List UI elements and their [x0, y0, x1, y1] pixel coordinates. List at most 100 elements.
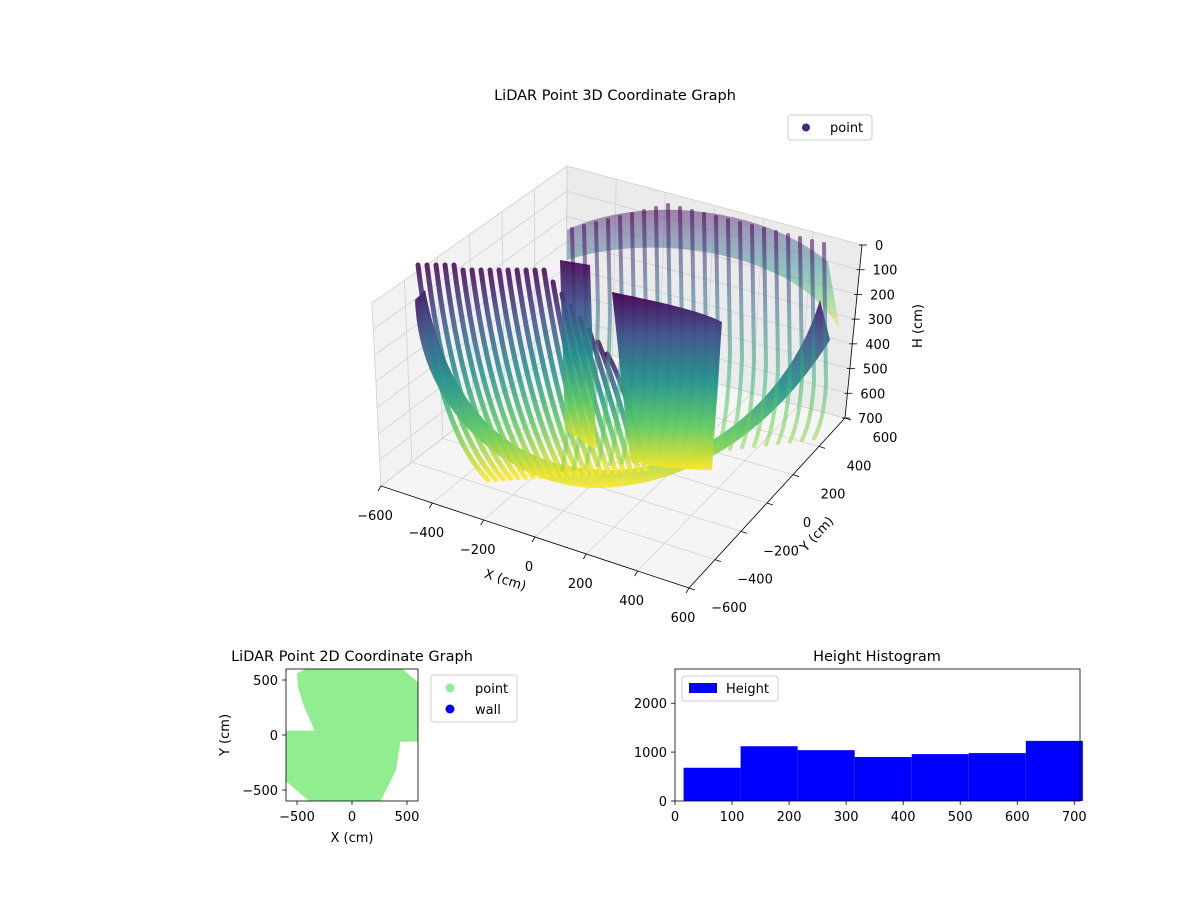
- chart-3d-gridline: [404, 280, 413, 463]
- histogram-bar: [911, 754, 969, 801]
- chart-2d-y-tick-label: 500: [253, 674, 278, 689]
- histogram-bar: [740, 746, 798, 801]
- histogram-x-tick-label: 100: [720, 810, 745, 825]
- histogram-x-tick-label: 600: [1005, 810, 1030, 825]
- chart-3d-gridline: [374, 216, 567, 356]
- chart-3d-legend-marker: [802, 123, 810, 132]
- chart-3d-x-tick-label: −200: [460, 543, 496, 558]
- chart-3d-front-panel: [612, 292, 722, 470]
- chart-3d-x-tick-label: 200: [568, 577, 593, 592]
- chart-2d-ticks: −500 0 500 −500 0 500: [242, 674, 419, 825]
- chart-3d-gridline: [371, 302, 382, 487]
- chart-3d-y-tick-label: 0: [803, 516, 811, 531]
- chart-2d-y-tick-label: −500: [242, 784, 278, 799]
- chart-3d-legend-box: [787, 114, 873, 141]
- chart-3d-z-tick-label: 0: [875, 239, 883, 254]
- chart-3d-x-tick-label: −400: [408, 526, 444, 541]
- chart-2d-legend-point-label: point: [475, 682, 508, 697]
- chart-3d-scan-line: [812, 242, 829, 441]
- chart-3d-scan-line: [469, 267, 536, 480]
- histogram-legend-box: [681, 675, 779, 702]
- chart-3d-gridline: [612, 179, 617, 356]
- chart-3d-gridline: [371, 165, 568, 304]
- chart-3d-gridline: [373, 190, 568, 330]
- chart-3d-scan-line: [584, 221, 601, 469]
- chart-3d-x-tick-label: 400: [619, 594, 644, 609]
- chart-2d-title: LiDAR Point 2D Coordinate Graph: [231, 649, 473, 665]
- histogram-x-tick-label: 400: [891, 810, 916, 825]
- histogram: Height Histogram 0 100 200 300 400 500 600 7000…: [634, 649, 1087, 825]
- chart-3d-scan-line: [788, 236, 805, 444]
- chart-3d-y-tick-label: 600: [873, 431, 898, 446]
- histogram-bar: [683, 767, 741, 801]
- histogram-plot-frame: [674, 668, 1081, 802]
- chart-3d-scan-line: [596, 218, 613, 468]
- chart-3d-z-tick-label: 300: [868, 313, 893, 328]
- histogram-y-tick-label: 1000: [634, 746, 667, 761]
- chart-3d-x-tick-label: 600: [671, 611, 696, 626]
- chart-3d-scan-line: [523, 267, 581, 477]
- chart-3d-y-tick-label: 200: [821, 488, 846, 503]
- chart-3d-bowl-surface: [415, 290, 830, 489]
- chart-2d-ylabel: Y (cm): [218, 714, 233, 757]
- chart-2d-xlabel: X (cm): [331, 831, 374, 846]
- chart-3d-scan-line: [716, 218, 733, 453]
- chart-2d-legend-wall-marker: [445, 704, 455, 714]
- chart-2d: LiDAR Point 2D Coordinate Graph −500 0 500…: [218, 649, 518, 846]
- chart-3d-scan-line: [451, 262, 521, 481]
- chart-3d-scan-line: [487, 267, 551, 479]
- chart-3d-y-tick-label: 400: [847, 459, 872, 474]
- chart-3d-y-tick-label: −600: [711, 601, 747, 616]
- chart-2d-x-tick-label: −500: [279, 810, 315, 825]
- histogram-y-tick-label: 0: [659, 795, 667, 810]
- histogram-y-tick-label: 2000: [634, 697, 667, 712]
- chart-2d-y-tick-label: 0: [270, 729, 278, 744]
- chart-3d-y-tick: [714, 559, 722, 563]
- histogram-bar: [854, 757, 912, 801]
- chart-3d-x-tick: [582, 553, 587, 560]
- chart-3d-x-tick-label: −600: [357, 509, 393, 524]
- chart-3d-x-tick: [634, 570, 639, 577]
- chart-3d-x-tick: [531, 536, 536, 543]
- chart-3d-gridline: [566, 266, 853, 345]
- chart-3d-scan-line: [433, 262, 506, 482]
- histogram-bars: [683, 740, 1083, 801]
- chart-3d-front-panel: [560, 260, 596, 450]
- histogram-legend-label: Height: [726, 682, 769, 697]
- chart-3d-z-axis-line: [844, 244, 863, 419]
- chart-3d-z-tick-label: 700: [858, 412, 883, 427]
- chart-3d-scan-line: [764, 230, 781, 447]
- chart-2d-x-tick-label: 500: [395, 810, 420, 825]
- chart-3d-scan-line: [728, 221, 745, 451]
- chart-3d-z-tick-label: 100: [873, 264, 898, 279]
- chart-3d-scan-line: [442, 262, 513, 481]
- chart-2d-legend-wall-label: wall: [475, 703, 501, 718]
- histogram-bar: [968, 753, 1026, 801]
- chart-3d-z-tick-label: 600: [860, 387, 885, 402]
- chart-3d-y-tick: [792, 474, 800, 478]
- histogram-x-tick-label: 700: [1062, 810, 1087, 825]
- chart-3d: LiDAR Point 3D Coordinate Graph −600 −400…: [357, 88, 926, 626]
- histogram-x-tick-label: 200: [777, 810, 802, 825]
- chart-3d-legend-label: point: [830, 121, 863, 136]
- chart-3d-z-tick-label: 200: [870, 288, 895, 303]
- chart-2d-legend-point-marker: [445, 683, 455, 693]
- chart-3d-y-tick: [766, 502, 774, 506]
- chart-2d-point-region: [286, 669, 418, 801]
- histogram-x-tick-label: 0: [671, 810, 679, 825]
- histogram-bar: [1025, 740, 1083, 801]
- chart-3d-back-wall: [567, 209, 840, 330]
- chart-3d-y-tick-label: −200: [763, 544, 799, 559]
- histogram-legend: Height: [681, 675, 779, 702]
- chart-3d-y-tick-label: −400: [737, 573, 773, 588]
- histogram-x-tick-label: 300: [834, 810, 859, 825]
- chart-3d-scan-line: [496, 267, 558, 478]
- histogram-ticks: 0 100 200 300 400 500 600 700 0 1000 2000: [634, 697, 1087, 825]
- chart-3d-legend: point: [787, 114, 873, 141]
- chart-3d-z-tick-label: 500: [863, 363, 888, 378]
- chart-2d-x-tick-label: 0: [348, 810, 356, 825]
- chart-3d-scan-line: [415, 262, 491, 483]
- chart-3d-scan-line: [424, 262, 498, 482]
- chart-3d-scan-line: [505, 267, 566, 478]
- chart-3d-scan-line: [776, 233, 793, 445]
